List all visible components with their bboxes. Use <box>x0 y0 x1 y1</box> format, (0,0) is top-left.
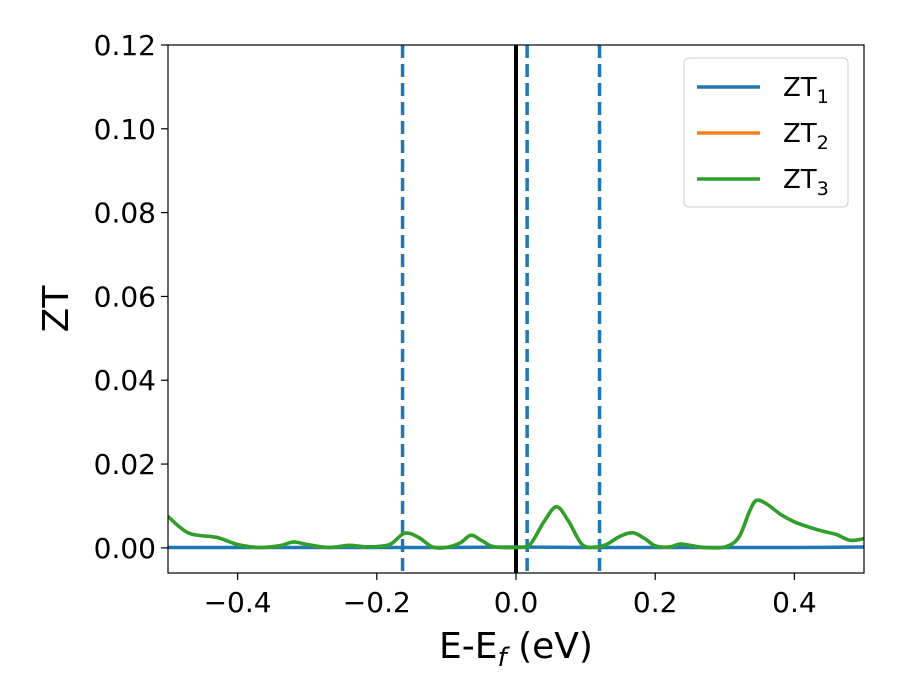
y-tick-label: 0.08 <box>94 197 156 230</box>
legend-label-zt3: ZT3 <box>783 165 829 200</box>
x-axis-ticks: −0.4 −0.2 0.0 0.2 0.4 <box>204 573 817 619</box>
y-tick-label: 0.00 <box>94 532 156 565</box>
legend-frame <box>683 57 849 208</box>
x-tick-label: 0.2 <box>633 586 678 619</box>
legend: ZT1 ZT2 ZT3 <box>683 57 849 208</box>
y-axis-title: ZT <box>36 285 77 333</box>
y-tick-label: 0.02 <box>94 448 156 481</box>
x-axis-title-unit: (eV) <box>507 626 593 667</box>
vertical-reference-lines <box>400 45 602 573</box>
x-tick-label: 0.4 <box>772 586 817 619</box>
x-axis-title: E-Ef (eV) <box>439 626 593 673</box>
x-tick-label: 0.0 <box>494 586 539 619</box>
legend-label-zt2: ZT2 <box>783 119 829 154</box>
legend-label-zt1: ZT1 <box>783 73 829 108</box>
y-tick-label: 0.12 <box>94 29 156 62</box>
y-axis-ticks: 0.00 0.02 0.04 0.06 0.08 0.10 0.12 <box>94 29 168 565</box>
x-tick-label: −0.4 <box>204 586 272 619</box>
legend-items: ZT1 ZT2 ZT3 <box>697 73 829 200</box>
series-group <box>168 498 864 550</box>
y-tick-label: 0.04 <box>94 364 156 397</box>
series-line-zt3 <box>168 498 864 550</box>
x-axis-title-main: E-E <box>439 626 497 667</box>
x-tick-label: −0.2 <box>343 586 411 619</box>
y-tick-label: 0.10 <box>94 113 156 146</box>
y-tick-label: 0.06 <box>94 280 156 313</box>
